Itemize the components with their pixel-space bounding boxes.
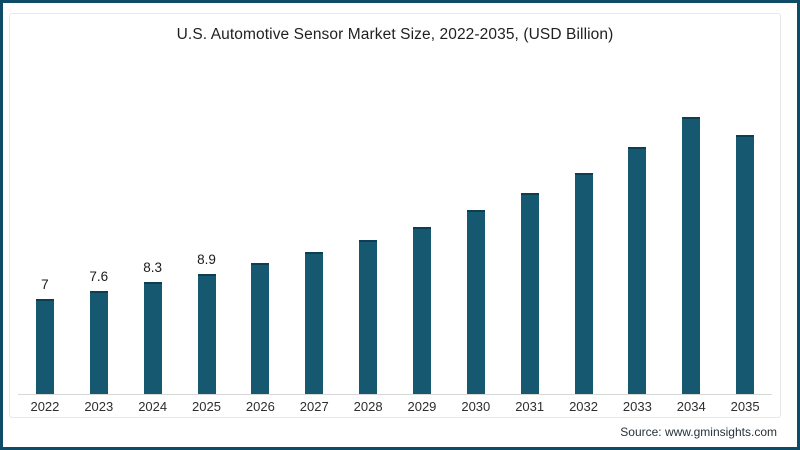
bar-2027 — [305, 252, 324, 394]
x-tick-2026: 2026 — [245, 399, 275, 414]
bar-slot-2026 — [233, 69, 287, 394]
bar-2035 — [736, 135, 755, 394]
bar-slot-2035 — [718, 69, 772, 394]
x-tick-2022: 2022 — [30, 399, 60, 414]
bar-2030 — [466, 210, 485, 394]
chart-title: U.S. Automotive Sensor Market Size, 2022… — [176, 26, 614, 43]
x-tick-2028: 2028 — [353, 399, 383, 414]
plot-area: 7 7.6 8.3 8.9 — [18, 69, 772, 395]
x-tick-2033: 2033 — [622, 399, 652, 414]
x-tick-2032: 2032 — [569, 399, 598, 414]
bar-2022 — [35, 299, 54, 394]
source-attribution: Source: www.gminsights.com — [620, 425, 777, 439]
bar-slot-2028 — [341, 69, 395, 394]
x-tick-2029: 2029 — [407, 399, 437, 414]
bar-slot-2027 — [287, 69, 341, 394]
x-axis-labels: 2022 2023 2024 2025 2026 2027 2028 2029 2030 2031… — [18, 395, 772, 417]
x-tick-2025: 2025 — [192, 399, 221, 414]
bar-2026 — [251, 263, 270, 394]
x-tick-2031: 2031 — [515, 399, 545, 414]
x-tick-2023: 2023 — [84, 399, 114, 414]
bar-2031 — [520, 193, 539, 394]
bar-slot-2034 — [664, 69, 718, 394]
bar-slot-2024: 8.3 — [126, 69, 180, 394]
value-label-2025: 8.9 — [197, 251, 216, 267]
x-tick-2027: 2027 — [299, 399, 329, 414]
value-label-2023: 7.6 — [89, 268, 109, 284]
bar-2029 — [412, 227, 431, 394]
x-tick-2035: 2035 — [730, 399, 760, 414]
bar-2033 — [628, 147, 647, 394]
value-label-2024: 8.3 — [143, 259, 163, 275]
bar-slot-2030 — [449, 69, 503, 394]
x-tick-2030: 2030 — [461, 399, 491, 414]
bar-2034 — [682, 117, 701, 394]
bar-2028 — [359, 240, 378, 394]
bar-slot-2025: 8.9 — [180, 69, 234, 394]
bar-slot-2023: 7.6 — [72, 69, 126, 394]
bar-2025 — [197, 274, 216, 394]
value-label-2022: 7 — [41, 276, 49, 292]
bar-slot-2031 — [503, 69, 557, 394]
bar-slot-2032 — [557, 69, 611, 394]
bar-slot-2033 — [610, 69, 664, 394]
bar-slot-2029 — [395, 69, 449, 394]
x-tick-2034: 2034 — [676, 399, 706, 414]
bar-2032 — [574, 173, 593, 394]
chart-card: U.S. Automotive Sensor Market Size, 2022… — [9, 13, 781, 418]
bar-slot-2022: 7 — [18, 69, 72, 394]
bar-2023 — [89, 291, 108, 394]
x-tick-2024: 2024 — [138, 399, 168, 414]
bar-2024 — [143, 282, 162, 394]
